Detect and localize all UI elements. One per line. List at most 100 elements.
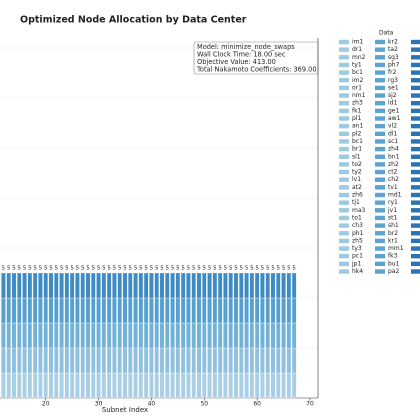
bar-segment <box>260 297 265 324</box>
bar-segment <box>27 322 33 349</box>
bar-segment <box>244 347 249 374</box>
bar-segment <box>106 272 112 299</box>
bar-segment <box>180 322 186 349</box>
legend-label: jv1 <box>387 207 397 214</box>
legend-label: sj2 <box>388 92 397 99</box>
bar-segment <box>117 272 122 299</box>
legend-swatch <box>375 215 385 221</box>
bar-segment <box>154 372 159 399</box>
legend-label: md1 <box>388 192 402 199</box>
legend-swatch <box>375 108 385 114</box>
legend-label: ma3 <box>352 207 366 214</box>
bar-segment <box>196 322 202 349</box>
bar-segment <box>48 272 54 299</box>
bar-segment <box>202 272 207 299</box>
bar-segment <box>106 322 112 349</box>
bar-segment <box>59 297 64 324</box>
annotation: Total Nakamoto Coefficients: 369.00 <box>196 65 317 73</box>
bar-segment <box>249 297 255 324</box>
bar-segment <box>6 322 11 349</box>
bar-segment <box>38 297 43 324</box>
legend-swatch <box>375 231 385 236</box>
total-label: 5 <box>240 266 244 272</box>
bar-segment <box>54 347 59 374</box>
bar-segment <box>75 347 80 374</box>
legend-swatch <box>411 101 420 106</box>
bar-segment <box>149 347 154 374</box>
total-label: 5 <box>213 266 217 272</box>
legend-swatch <box>375 39 385 45</box>
legend-label: sg3 <box>388 54 399 61</box>
bar-segment <box>11 297 17 324</box>
bar-segment <box>96 272 101 299</box>
legend-swatch <box>339 200 349 205</box>
bar-segment <box>291 272 297 299</box>
bar-segment <box>249 347 255 374</box>
legend-label: ty2 <box>352 169 362 176</box>
legend-swatch <box>375 246 385 251</box>
legend-swatch <box>375 85 385 91</box>
bar-segment <box>149 297 154 324</box>
bar-segment <box>17 297 22 324</box>
bar-segment <box>244 272 249 299</box>
bar-segment <box>196 372 202 399</box>
bar-segment <box>43 297 48 324</box>
bar-segment <box>254 272 260 299</box>
total-label: 5 <box>234 266 238 272</box>
bar-segment <box>133 347 138 374</box>
legend-swatch <box>411 177 420 182</box>
legend-swatch <box>411 146 420 152</box>
bar-segment <box>32 322 38 349</box>
total-label: 5 <box>160 266 164 272</box>
bar-segment <box>85 272 91 299</box>
legend-swatch <box>411 39 420 45</box>
bar-segment <box>117 372 122 399</box>
x-tick-label: 30 <box>95 401 103 408</box>
bar-segment <box>54 272 59 299</box>
legend-label: sc1 <box>388 138 398 145</box>
bar-segment <box>133 297 138 324</box>
bar-segment <box>186 372 191 399</box>
total-label: 5 <box>70 266 74 272</box>
total-label: 5 <box>92 266 96 272</box>
bar-segment <box>133 322 138 349</box>
bar-segment <box>180 272 186 299</box>
legend-swatch <box>339 231 349 236</box>
bar-segment <box>106 372 112 399</box>
bar-segment <box>96 322 101 349</box>
bar-segment <box>159 272 165 299</box>
legend-label: st1 <box>388 214 397 221</box>
total-label: 5 <box>155 266 159 272</box>
legend-swatch <box>375 200 385 205</box>
bar-segment <box>191 272 196 299</box>
bar-segment <box>128 272 133 299</box>
legend-label: sl1 <box>352 153 361 160</box>
total-label: 5 <box>18 266 22 272</box>
total-label: 5 <box>224 266 228 272</box>
bar-segment <box>80 297 85 324</box>
legend-swatch <box>339 62 349 68</box>
bar-segment <box>154 272 159 299</box>
bar-segment <box>80 272 85 299</box>
bar-segment <box>207 347 212 374</box>
bar-segment <box>22 272 27 299</box>
bar-segment <box>228 297 233 324</box>
bar-segment <box>138 372 144 399</box>
bar-segment <box>75 322 80 349</box>
bar-segment <box>122 322 128 349</box>
bar-segment <box>106 347 112 374</box>
total-label: 5 <box>28 266 32 272</box>
total-label: 5 <box>150 266 154 272</box>
legend-swatch <box>339 47 349 52</box>
bar-segment <box>75 272 80 299</box>
bar-segment <box>170 347 175 374</box>
legend-swatch <box>339 169 349 175</box>
legend-swatch <box>339 162 349 167</box>
bar-segment <box>217 372 223 399</box>
bar-segment <box>128 347 133 374</box>
bar-segment <box>1 372 6 399</box>
legend-label: vl2 <box>388 123 397 130</box>
legend-swatch <box>411 261 420 267</box>
bar-segment <box>32 272 38 299</box>
bar-segment <box>69 322 75 349</box>
